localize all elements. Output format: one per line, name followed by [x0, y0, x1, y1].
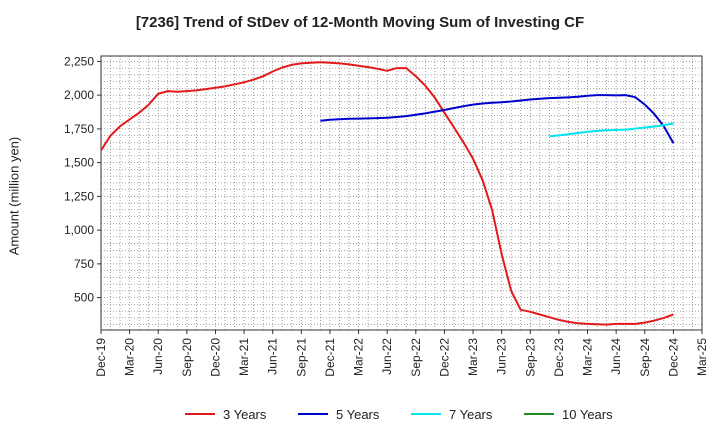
x-tick-label: Dec-20 [208, 338, 222, 377]
x-tick-label: Sep-24 [638, 338, 652, 377]
x-tick-label: Dec-22 [437, 338, 451, 377]
x-tick-label: Jun-24 [609, 338, 623, 375]
x-tick-label: Jun-20 [151, 338, 165, 375]
y-tick-label: 1,250 [64, 189, 94, 203]
y-tick-label: 1,500 [64, 156, 94, 170]
legend-label-7-years: 7 Years [449, 407, 493, 422]
series-line-3-years [100, 61, 674, 326]
x-tick-label: Mar-25 [695, 338, 709, 376]
y-tick-label: 2,000 [64, 88, 94, 102]
x-tick-label: Jun-21 [266, 338, 280, 375]
series-line-5-years [320, 94, 675, 144]
legend-label-10-years: 10 Years [562, 407, 613, 422]
x-tick-label: Sep-22 [409, 338, 423, 377]
x-tick-label: Sep-21 [294, 338, 308, 377]
x-tick-label: Jun-23 [495, 338, 509, 375]
chart-title: [7236] Trend of StDev of 12-Month Moving… [135, 14, 585, 31]
x-tick-label: Mar-21 [237, 338, 251, 376]
legend-label-5-years: 5 Years [336, 407, 380, 422]
x-tick-label: Sep-20 [180, 338, 194, 377]
x-tick-label: Mar-22 [352, 338, 366, 376]
y-tick-label: 1,750 [64, 122, 94, 136]
y-tick-label: 1,000 [64, 223, 94, 237]
x-tick-label: Mar-23 [466, 338, 480, 376]
x-tick-label: Sep-23 [523, 338, 537, 377]
y-tick-label: 2,250 [64, 54, 94, 68]
x-tick-label: Dec-19 [94, 338, 108, 377]
plot-frame [100, 55, 703, 331]
legend-label-3-years: 3 Years [223, 407, 267, 422]
x-tick-label: Jun-22 [380, 338, 394, 375]
x-tick-label: Dec-24 [666, 338, 680, 377]
y-tick-label: 500 [74, 291, 94, 305]
y-tick-label: 750 [74, 257, 94, 271]
x-tick-label: Dec-23 [552, 338, 566, 377]
x-tick-label: Mar-20 [123, 338, 137, 376]
series-line-7-years [549, 122, 674, 138]
x-tick-label: Dec-21 [323, 338, 337, 377]
x-tick-label: Mar-24 [581, 338, 595, 376]
